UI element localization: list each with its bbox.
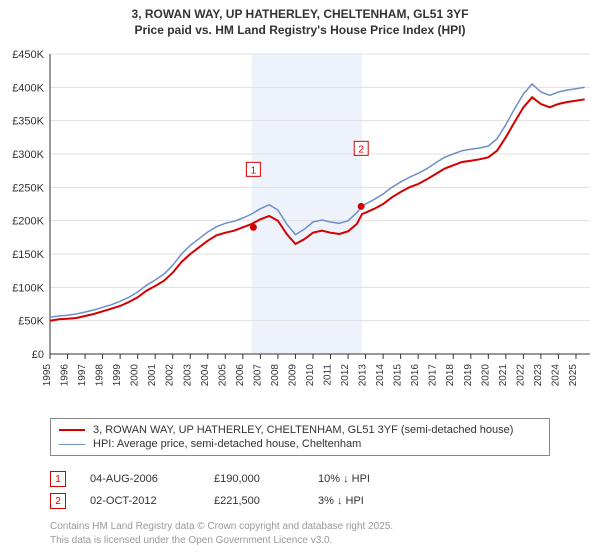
transaction-hpi: 10% ↓ HPI <box>318 473 408 485</box>
transaction-row: 1 04-AUG-2006 £190,000 10% ↓ HPI <box>50 468 550 490</box>
x-tick-label: 2007 <box>252 364 263 387</box>
highlight-band <box>252 54 362 354</box>
marker-dot <box>250 224 257 231</box>
chart-container: 3, ROWAN WAY, UP HATHERLEY, CHELTENHAM, … <box>0 0 600 560</box>
transaction-price: £190,000 <box>214 473 294 485</box>
title-block: 3, ROWAN WAY, UP HATHERLEY, CHELTENHAM, … <box>0 0 600 38</box>
x-tick-label: 2013 <box>358 364 369 387</box>
y-tick-label: £100K <box>12 282 44 294</box>
x-tick-label: 2000 <box>130 364 141 387</box>
y-tick-label: £0 <box>32 349 44 361</box>
legend-item: 3, ROWAN WAY, UP HATHERLEY, CHELTENHAM, … <box>59 423 541 437</box>
marker-num: 2 <box>358 144 364 155</box>
x-tick-label: 2021 <box>498 364 509 387</box>
x-tick-label: 2002 <box>165 364 176 387</box>
y-tick-label: £50K <box>18 316 44 328</box>
marker-dot <box>358 203 365 210</box>
legend-swatch <box>59 429 85 431</box>
legend-box: 3, ROWAN WAY, UP HATHERLEY, CHELTENHAM, … <box>50 418 550 456</box>
chart-area: £0 £50K £100K £150K £200K £250K £300K £350K £400… <box>0 44 600 404</box>
legend-label: 3, ROWAN WAY, UP HATHERLEY, CHELTENHAM, … <box>93 424 513 436</box>
x-tick-label: 1999 <box>112 364 123 387</box>
x-tick-label: 2017 <box>428 364 439 387</box>
transaction-badge: 1 <box>50 471 66 487</box>
credits: Contains HM Land Registry data © Crown c… <box>50 520 550 547</box>
y-tick-label: £300K <box>12 149 44 161</box>
credit-line-1: Contains HM Land Registry data © Crown c… <box>50 520 550 534</box>
x-tick-label: 1995 <box>42 364 53 387</box>
chart-svg: £0 £50K £100K £150K £200K £250K £300K £350K £400… <box>0 44 600 404</box>
x-tick-label: 2008 <box>270 364 281 387</box>
y-tick-label: £200K <box>12 216 44 228</box>
transaction-date: 04-AUG-2006 <box>90 473 190 485</box>
x-tick-label: 2009 <box>287 364 298 387</box>
x-tick-label: 2015 <box>393 364 404 387</box>
y-tick-label: £350K <box>12 116 44 128</box>
x-tick-label: 2012 <box>340 364 351 387</box>
x-tick-label: 2010 <box>305 364 316 387</box>
y-tick-label: £450K <box>12 49 44 61</box>
transaction-date: 02-OCT-2012 <box>90 495 190 507</box>
x-tick-label: 1996 <box>60 364 71 387</box>
transactions-block: 1 04-AUG-2006 £190,000 10% ↓ HPI 2 02-OCT-201… <box>50 468 550 512</box>
transaction-row: 2 02-OCT-2012 £221,500 3% ↓ HPI <box>50 490 550 512</box>
x-tick-label: 1997 <box>77 364 88 387</box>
x-tick-label: 2003 <box>182 364 193 387</box>
legend-label: HPI: Average price, semi-detached house,… <box>93 438 361 450</box>
transaction-price: £221,500 <box>214 495 294 507</box>
y-tick-label: £400K <box>12 82 44 94</box>
x-tick-label: 1998 <box>95 364 106 387</box>
x-tick-label: 2018 <box>445 364 456 387</box>
transaction-badge: 2 <box>50 493 66 509</box>
x-tick-label: 2006 <box>235 364 246 387</box>
x-tick-label: 2001 <box>147 364 158 387</box>
x-tick-label: 2014 <box>375 364 386 387</box>
title-line-1: 3, ROWAN WAY, UP HATHERLEY, CHELTENHAM, … <box>0 6 600 22</box>
x-tick-label: 2004 <box>200 364 211 387</box>
x-tick-label: 2020 <box>480 364 491 387</box>
y-tick-label: £250K <box>12 182 44 194</box>
marker-num: 1 <box>251 165 257 176</box>
x-tick-label: 2025 <box>568 364 579 387</box>
y-tick-label: £150K <box>12 249 44 261</box>
x-tick-label: 2005 <box>217 364 228 387</box>
x-tick-label: 2011 <box>323 364 334 386</box>
x-tick-label: 2016 <box>410 364 421 387</box>
x-tick-label: 2024 <box>550 364 561 387</box>
legend-swatch <box>59 444 85 445</box>
credit-line-2: This data is licensed under the Open Gov… <box>50 534 550 548</box>
legend-item: HPI: Average price, semi-detached house,… <box>59 437 541 451</box>
title-line-2: Price paid vs. HM Land Registry's House … <box>0 22 600 38</box>
x-tick-label: 2019 <box>463 364 474 387</box>
x-tick-label: 2022 <box>515 364 526 387</box>
transaction-hpi: 3% ↓ HPI <box>318 495 408 507</box>
x-tick-label: 2023 <box>533 364 544 387</box>
